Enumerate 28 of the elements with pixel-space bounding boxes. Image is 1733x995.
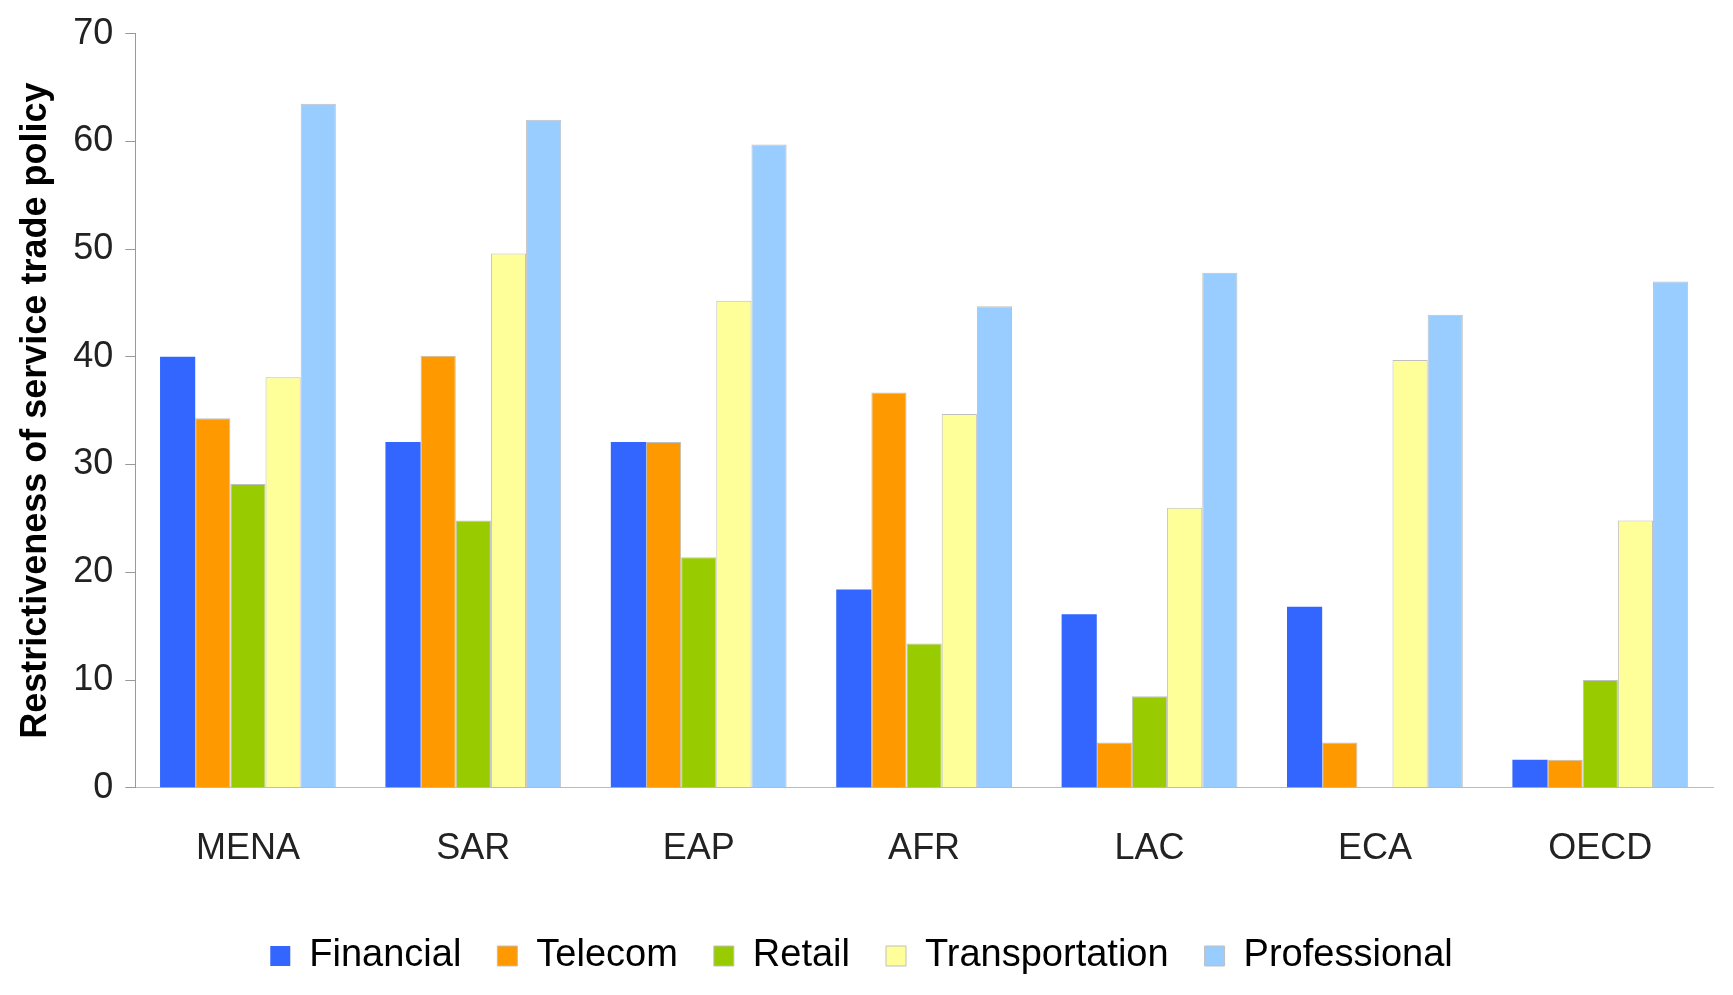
- bar: [160, 356, 196, 788]
- x-tick-label: EAP: [662, 826, 735, 868]
- bar: [385, 441, 421, 788]
- x-tick-label: LAC: [1114, 826, 1185, 868]
- bar: [1512, 759, 1548, 788]
- x-tick-label: MENA: [195, 826, 300, 868]
- y-tick-label: 60: [73, 118, 114, 160]
- bar: [1061, 614, 1097, 788]
- y-tick-label: 0: [93, 764, 114, 806]
- bar: [610, 441, 646, 788]
- bar: [1287, 606, 1323, 788]
- legend-label: Financial: [309, 932, 462, 975]
- x-tick-label: AFR: [888, 826, 961, 868]
- y-tick-label: 50: [73, 226, 114, 268]
- y-tick-label: 20: [73, 549, 114, 591]
- y-tick-label: 30: [73, 441, 114, 483]
- x-tick-label: SAR: [436, 826, 511, 868]
- y-tick-label: 10: [73, 656, 114, 698]
- legend-label: Professional: [1243, 932, 1453, 975]
- y-axis-title: Restrictiveness of service trade policy: [12, 82, 54, 739]
- x-tick-label: OECD: [1548, 826, 1653, 868]
- legend-label: Telecom: [536, 932, 678, 975]
- legend-label: Retail: [752, 932, 851, 975]
- bar: [836, 589, 872, 788]
- x-tick-label: ECA: [1337, 826, 1412, 868]
- legend-label: Transportation: [925, 932, 1169, 975]
- y-tick-label: 40: [73, 333, 114, 375]
- y-tick-label: 70: [73, 10, 114, 52]
